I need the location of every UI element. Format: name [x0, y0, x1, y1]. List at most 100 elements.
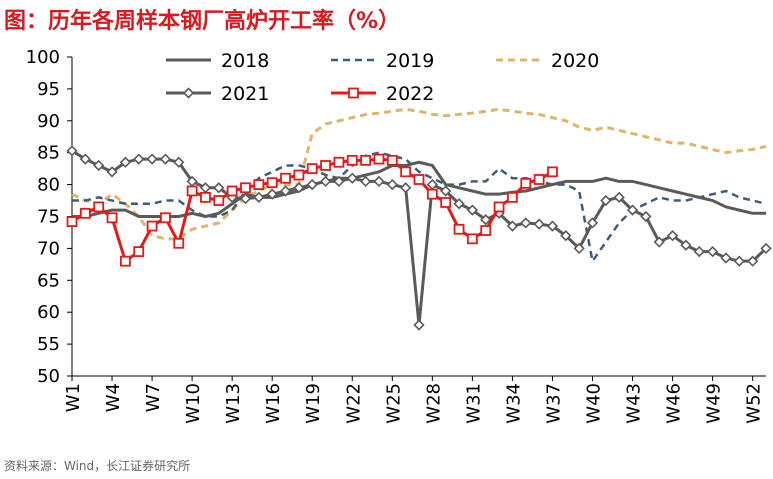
data-point-2022: [240, 182, 251, 194]
data-point-2021: [293, 182, 305, 194]
legend-marker-2022: [348, 87, 359, 99]
data-point-2022: [226, 185, 238, 197]
x-tick-label: W40: [584, 383, 605, 424]
x-tick-label: W10: [183, 383, 204, 424]
data-point-2022: [386, 154, 398, 166]
data-point-2021: [346, 172, 358, 184]
data-point-2021: [173, 156, 185, 168]
x-tick-label: W43: [624, 383, 645, 424]
data-point-2022: [293, 169, 305, 181]
data-point-2021: [653, 236, 665, 248]
data-point-2021: [93, 159, 105, 172]
series-2020: [71, 107, 767, 241]
x-tick-label: W19: [303, 383, 324, 424]
data-point-2021: [520, 217, 532, 229]
series-2022: [66, 153, 558, 267]
data-point-2021: [440, 185, 452, 197]
data-point-2021: [159, 153, 172, 165]
x-tick-label: W13: [223, 383, 244, 424]
legend-label-2022: 2022: [386, 83, 434, 105]
data-point-2022: [106, 212, 118, 224]
series-layer: [66, 107, 772, 331]
data-point-2022: [493, 201, 505, 213]
data-point-2021: [480, 214, 492, 226]
x-tick-label: W37: [543, 383, 564, 424]
data-point-2022: [400, 166, 412, 178]
data-point-2022: [186, 185, 198, 197]
data-point-2021: [146, 153, 158, 165]
legend: 2018 2019 2020 2021 2022: [166, 50, 599, 105]
x-tick-label: W4: [103, 383, 124, 412]
series-line-2022: [71, 157, 554, 263]
legend-item-2019: 2019: [331, 50, 434, 72]
series-line-2020: [71, 107, 767, 241]
data-point-2022: [306, 163, 318, 175]
legend-label-2020: 2020: [551, 50, 599, 72]
legend-marker-2021: [182, 87, 195, 99]
data-point-2022: [520, 177, 532, 189]
data-point-2021: [640, 210, 652, 223]
x-tick-label: W7: [143, 383, 164, 412]
data-point-2022: [133, 246, 145, 257]
series-2019: [72, 151, 767, 263]
x-tick-label: W22: [343, 383, 364, 424]
data-point-2022: [173, 237, 185, 249]
data-point-2021: [533, 218, 545, 230]
data-point-2021: [373, 175, 385, 188]
data-point-2022: [333, 156, 345, 168]
data-point-2022: [533, 174, 545, 185]
x-tick-label: W46: [664, 383, 685, 424]
data-point-2021: [706, 245, 719, 258]
y-tick-label: 50: [37, 366, 60, 387]
data-point-2021: [747, 255, 759, 267]
data-point-2021: [666, 230, 679, 242]
data-point-2021: [66, 145, 78, 157]
legend-item-2018: 2018: [166, 50, 269, 72]
y-tick-label: 75: [37, 207, 60, 228]
data-point-2021: [453, 198, 465, 210]
data-point-2021: [253, 191, 265, 203]
data-point-2022: [480, 225, 492, 236]
data-point-2022: [426, 188, 438, 200]
data-point-2021: [693, 245, 705, 258]
data-point-2021: [466, 204, 479, 216]
y-tick-label: 65: [37, 270, 60, 291]
data-point-2021: [359, 175, 372, 188]
data-point-2021: [400, 182, 412, 194]
legend-item-2021: 2021: [166, 83, 269, 105]
data-point-2021: [133, 153, 145, 165]
data-point-2022: [146, 220, 158, 232]
data-point-2022: [160, 212, 171, 224]
legend-label-2019: 2019: [386, 50, 434, 72]
legend-item-2020: 2020: [496, 50, 599, 72]
data-point-2021: [626, 204, 639, 216]
y-tick-label: 95: [37, 79, 60, 100]
data-point-2022: [453, 223, 465, 235]
x-tick-label: W28: [423, 383, 444, 424]
data-point-2021: [266, 188, 278, 200]
x-tick-label: W31: [463, 383, 484, 424]
data-point-2021: [680, 239, 692, 251]
data-point-2022: [266, 177, 278, 189]
y-tick-label: 55: [37, 334, 60, 355]
data-point-2022: [547, 166, 558, 178]
y-tick-label: 90: [37, 111, 60, 132]
x-tick-label: W1: [63, 383, 84, 412]
legend-label-2018: 2018: [221, 50, 269, 72]
data-point-2021: [560, 230, 572, 242]
data-point-2022: [346, 154, 358, 166]
data-point-2021: [586, 217, 599, 229]
data-point-2021: [613, 191, 625, 203]
data-point-2022: [360, 154, 372, 166]
data-point-2021: [546, 220, 559, 232]
data-point-2021: [213, 182, 225, 194]
y-tick-label: 60: [37, 302, 60, 323]
data-point-2021: [79, 153, 91, 165]
y-tick-label: 80: [37, 175, 60, 196]
data-point-2021: [106, 166, 118, 178]
data-point-2022: [79, 207, 91, 219]
legend-label-2021: 2021: [221, 83, 269, 105]
data-point-2021: [386, 178, 398, 191]
x-tick-label: W52: [744, 383, 765, 424]
